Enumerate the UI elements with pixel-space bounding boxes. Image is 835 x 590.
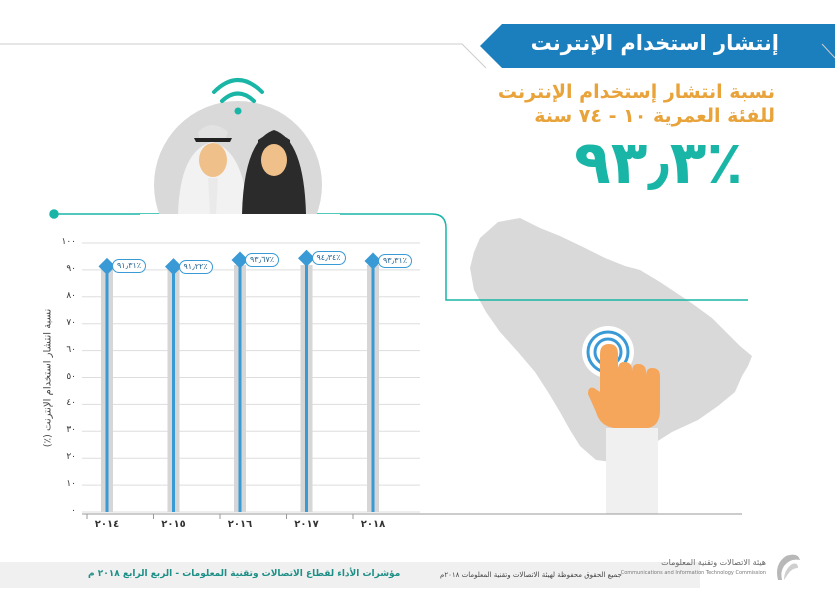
footer-band — [0, 562, 700, 588]
y-tick-label: ٦٠ — [66, 344, 76, 355]
chart — [82, 242, 742, 519]
y-tick-label: ١٠ — [66, 479, 76, 490]
y-tick-label: ٨٠ — [66, 290, 76, 301]
subtitle-line-1: نسبة انتشار إستخدام الإنترنت — [497, 81, 775, 103]
connector-lines — [49, 209, 748, 301]
logo-text-ar: هيئة الاتصالات وتقنية المعلومات — [661, 558, 766, 567]
subtitle-line-2: للفئة العمرية ١٠ - ٧٤ سنة — [534, 105, 775, 127]
title-banner: إنتشار استخدام الإنترنت — [480, 24, 835, 68]
wifi-icon — [212, 78, 264, 115]
people-illustration — [178, 125, 306, 214]
citc-logo: هيئة الاتصالات وتقنية المعلومات Communic… — [621, 550, 802, 584]
x-tick-label: ٢٠١٨ — [360, 519, 386, 530]
data-label: ٪٩١٫٢٢ — [178, 259, 213, 274]
bar — [305, 258, 308, 512]
banner-connector — [0, 43, 835, 69]
data-label: ٪٩٣٫٣١ — [378, 253, 413, 268]
citc-logo-icon — [777, 554, 800, 580]
page-title: إنتشار استخدام الإنترنت — [530, 31, 779, 55]
bar — [371, 260, 375, 512]
data-label: ٪٩١٫٣١ — [112, 259, 147, 274]
y-tick-label: ٣٠ — [66, 425, 76, 436]
y-tick-label: ١٠٠ — [61, 237, 76, 247]
x-tick-label: ٢٠١٦ — [227, 519, 253, 530]
bar — [105, 266, 109, 512]
y-tick-label: ٢٠ — [66, 452, 76, 463]
data-point — [231, 251, 249, 269]
headline-percentage: ٪٩٣٫٣ — [574, 128, 743, 198]
y-tick-label: ٥٠ — [66, 371, 76, 382]
data-point — [298, 249, 315, 267]
footer-report-title: مؤشرات الأداء لقطاع الاتصالات وتقنية الم… — [88, 569, 401, 579]
y-tick-label: ٩٠ — [66, 263, 76, 274]
banner-shape — [480, 24, 835, 68]
data-point — [165, 258, 182, 276]
subtitle: نسبة انتشار إستخدام الإنترنت للفئة العمر… — [435, 80, 775, 128]
y-tick-label: ٧٠ — [66, 317, 76, 328]
x-tick-label: ٢٠١٧ — [294, 519, 319, 530]
data-point — [98, 257, 116, 275]
data-point — [364, 252, 382, 270]
footer-copyright: جميع الحقوق محفوظة لهيئة الاتصالات وتقني… — [440, 571, 622, 579]
y-tick-label: ٤٠ — [66, 398, 76, 409]
bar — [238, 260, 242, 512]
touch-hand-icon — [582, 326, 660, 428]
logo-text-en: Communications and Information Technolog… — [620, 570, 766, 576]
data-label: ٪٩٣٫٦٧ — [245, 253, 280, 268]
x-tick-label: ٢٠١٥ — [161, 519, 186, 530]
data-label: ٪٩٤٫٣٤ — [311, 251, 346, 266]
sleeve-shape — [606, 428, 658, 514]
y-tick-label: ٠ — [71, 506, 76, 516]
x-tick-label: ٢٠١٤ — [94, 519, 120, 530]
bar — [172, 266, 175, 512]
